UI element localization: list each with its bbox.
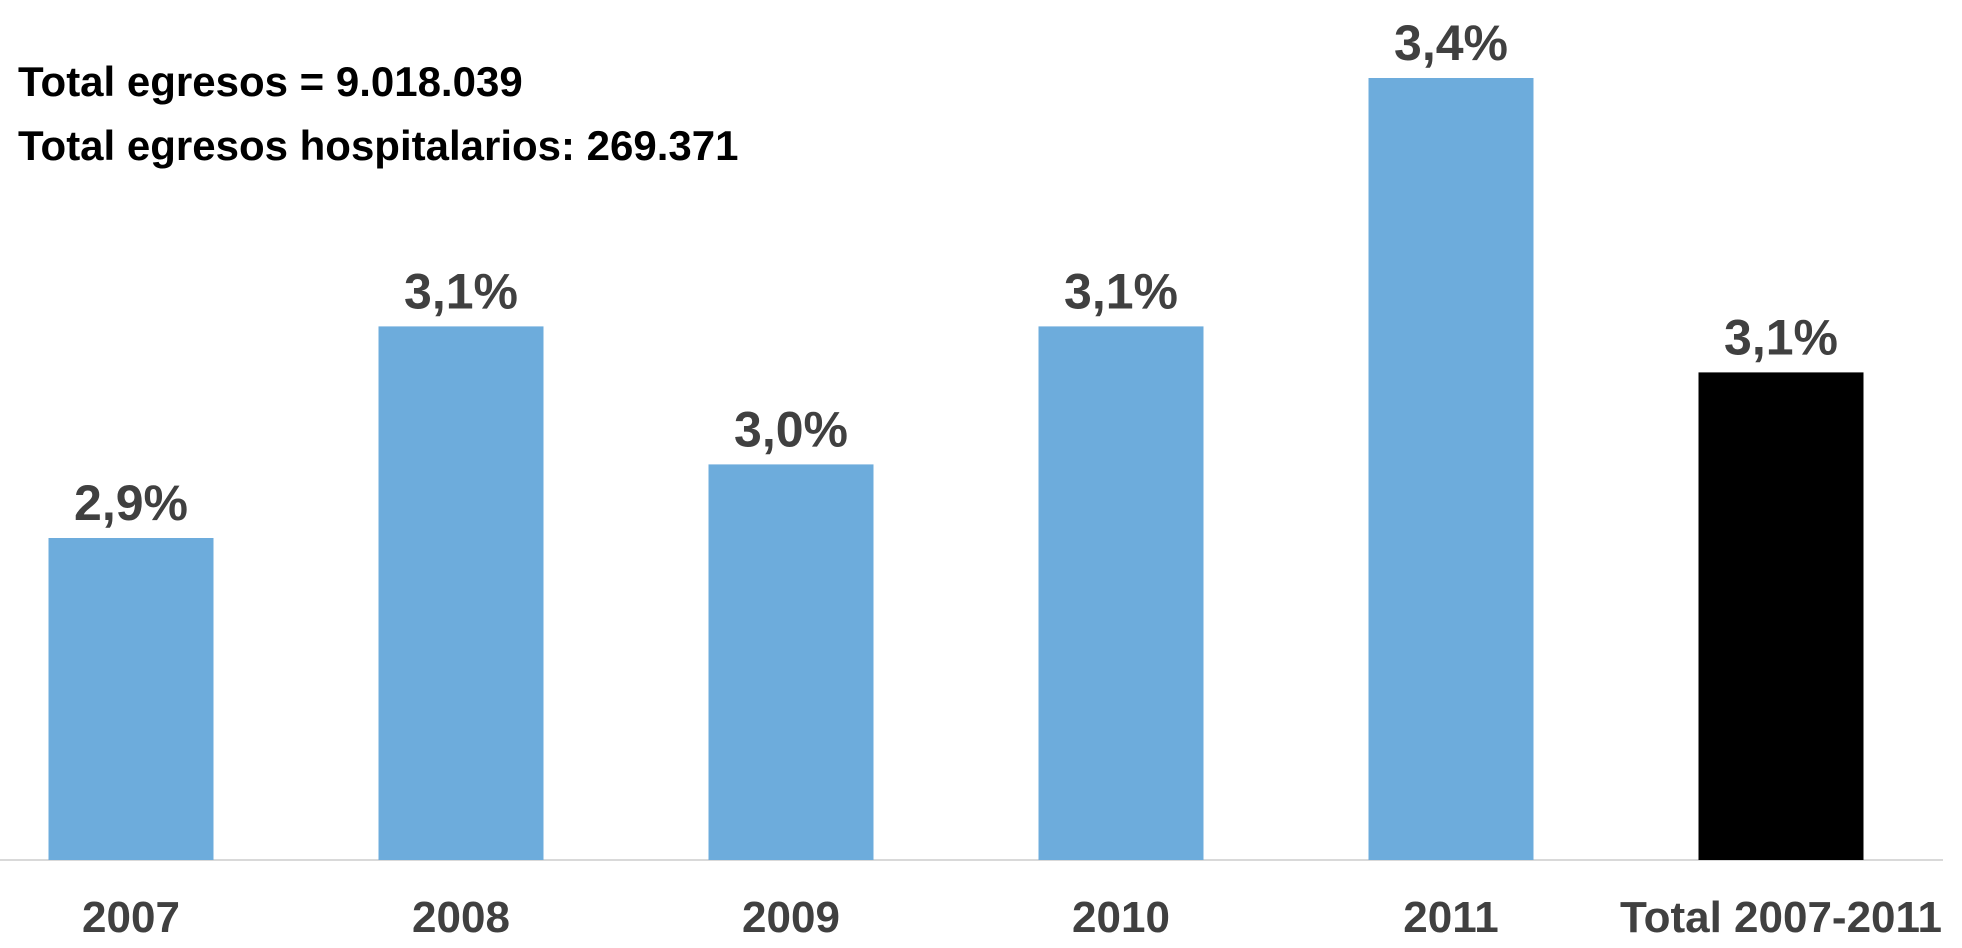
x-tick-label: Total 2007-2011 [1620,893,1942,942]
x-tick-label: 2011 [1403,893,1498,942]
x-tick-label: 2008 [412,893,510,942]
value-label: 3,4% [1394,15,1508,71]
annotation: Total egresos hospitalarios: 269.371 [18,122,739,169]
bar [1038,326,1204,860]
bar [1368,78,1534,860]
bar [48,538,214,860]
value-label: 3,1% [1064,263,1178,319]
x-tick-label: 2009 [742,893,840,942]
value-label: 3,0% [734,401,848,457]
value-label: 2,9% [74,475,188,531]
x-tick-label: 2010 [1072,893,1170,942]
bar [708,464,874,860]
value-label: 3,1% [1724,309,1838,365]
x-tick-label: 2007 [82,893,180,942]
bar [1698,372,1864,860]
annotation: Total egresos = 9.018.039 [18,58,523,105]
bar [378,326,544,860]
value-label: 3,1% [404,263,518,319]
